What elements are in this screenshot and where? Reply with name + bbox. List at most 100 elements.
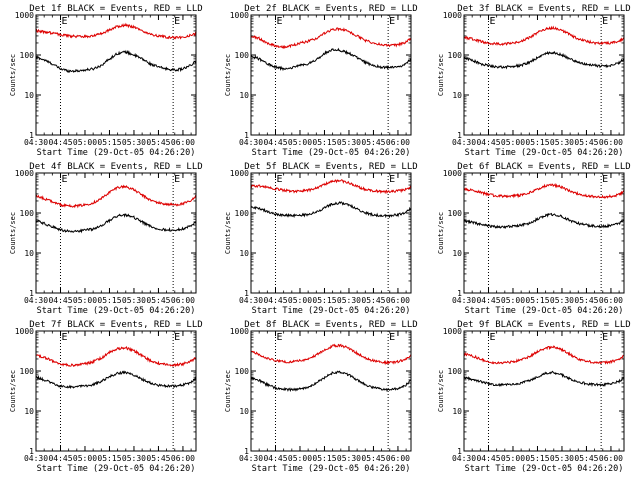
y-tick-label: 1000	[15, 169, 34, 178]
x-tick-label: 05:00	[288, 454, 312, 463]
panel-det-2: Det 2f BLACK = Events, RED = LLD Counts/s…	[224, 4, 418, 158]
y-tick-label: 1	[244, 289, 249, 298]
lld-series-line	[250, 343, 412, 366]
panel-det-7: Det 7f BLACK = Events, RED = LLD Counts/s…	[9, 320, 203, 474]
panel-det-9: Det 9f BLACK = Events, RED = LLD Counts/s…	[437, 320, 631, 474]
x-tick-label: 05:00	[288, 138, 312, 147]
y-axis-label: Counts/sec	[437, 54, 445, 96]
x-tick-label: 05:30	[337, 296, 361, 305]
x-tick-label: 05:30	[550, 454, 574, 463]
y-tick-label: 10	[239, 91, 249, 100]
y-tick-label: 10	[452, 91, 462, 100]
event-marker-label: E	[61, 174, 67, 185]
panel-det-4: Det 4f BLACK = Events, RED = LLD Counts/s…	[9, 162, 203, 316]
panel-title: Det 7f BLACK = Events, RED = LLD	[29, 320, 202, 330]
y-tick-label: 10	[239, 407, 249, 416]
event-marker-label: E	[174, 332, 180, 343]
x-tick-label: 05:45	[146, 296, 170, 305]
event-marker-label: E	[276, 174, 282, 185]
y-tick-label: 100	[448, 51, 463, 60]
plot-frame	[463, 172, 625, 294]
x-axis-label: Start Time (29-Oct-05 04:26:20)	[465, 306, 624, 316]
lld-series-line	[35, 184, 197, 209]
y-tick-label: 1	[29, 447, 34, 456]
x-tick-label: 05:15	[97, 454, 121, 463]
event-marker-label: E	[489, 16, 495, 27]
panel-title: Det 1f BLACK = Events, RED = LLD	[29, 4, 202, 14]
x-tick-label: 05:45	[361, 296, 385, 305]
events-series-line	[250, 370, 412, 393]
plot-frame	[250, 172, 412, 294]
y-tick-label: 1000	[443, 169, 462, 178]
lld-series-line	[250, 179, 412, 195]
panel-title: Det 5f BLACK = Events, RED = LLD	[244, 162, 417, 172]
x-axis-label: Start Time (29-Oct-05 04:26:20)	[252, 306, 411, 316]
x-tick-label: 04:45	[263, 138, 287, 147]
x-tick-label: 05:00	[501, 454, 525, 463]
events-series-line	[35, 370, 197, 390]
x-tick-label: 05:00	[73, 296, 97, 305]
x-tick-label: 05:45	[574, 138, 598, 147]
lld-series-line	[463, 182, 625, 199]
event-marker-label: E	[174, 174, 180, 185]
event-marker-label: E	[489, 174, 495, 185]
x-tick-label: 06:00	[171, 296, 195, 305]
plot-frame	[35, 330, 197, 452]
x-axis-label: Start Time (29-Oct-05 04:26:20)	[252, 148, 411, 158]
y-tick-label: 1	[244, 447, 249, 456]
x-axis-label: Start Time (29-Oct-05 04:26:20)	[465, 464, 624, 474]
x-tick-label: 05:15	[97, 296, 121, 305]
y-axis-label: Counts/sec	[9, 212, 17, 254]
x-tick-label: 05:15	[312, 296, 336, 305]
event-marker-label: E	[389, 332, 395, 343]
x-tick-label: 05:30	[550, 138, 574, 147]
x-tick-label: 06:00	[386, 454, 410, 463]
y-axis-label: Counts/sec	[437, 212, 445, 254]
x-tick-label: 05:30	[122, 138, 146, 147]
x-axis-label: Start Time (29-Oct-05 04:26:20)	[37, 464, 196, 474]
y-tick-label: 1	[29, 289, 34, 298]
y-tick-label: 100	[448, 209, 463, 218]
y-tick-label: 100	[448, 367, 463, 376]
y-tick-label: 1	[29, 131, 34, 140]
event-marker-label: E	[489, 332, 495, 343]
events-series-line	[35, 213, 197, 234]
x-tick-label: 05:45	[361, 454, 385, 463]
y-tick-label: 100	[20, 367, 35, 376]
y-tick-label: 1000	[230, 169, 249, 178]
y-tick-label: 100	[20, 51, 35, 60]
x-tick-label: 05:30	[550, 296, 574, 305]
x-axis-label: Start Time (29-Oct-05 04:26:20)	[465, 148, 624, 158]
x-tick-label: 05:00	[288, 296, 312, 305]
y-axis-label: Counts/sec	[9, 54, 17, 96]
event-marker-label: E	[276, 16, 282, 27]
x-tick-label: 04:45	[263, 454, 287, 463]
y-tick-label: 1	[457, 289, 462, 298]
x-tick-label: 05:00	[73, 454, 97, 463]
y-tick-label: 10	[239, 249, 249, 258]
event-marker-label: E	[389, 16, 395, 27]
x-tick-label: 04:45	[476, 296, 500, 305]
panel-title: Det 6f BLACK = Events, RED = LLD	[457, 162, 630, 172]
event-marker-label: E	[174, 16, 180, 27]
x-tick-label: 05:30	[122, 454, 146, 463]
panel-det-6: Det 6f BLACK = Events, RED = LLD Counts/s…	[437, 162, 631, 316]
x-tick-label: 06:00	[386, 296, 410, 305]
y-axis-label: Counts/sec	[224, 212, 232, 254]
panel-title: Det 4f BLACK = Events, RED = LLD	[29, 162, 202, 172]
y-axis-label: Counts/sec	[437, 370, 445, 412]
x-tick-label: 04:30	[24, 138, 48, 147]
y-tick-label: 1000	[15, 11, 34, 20]
y-tick-label: 1000	[230, 11, 249, 20]
x-tick-label: 06:00	[386, 138, 410, 147]
y-tick-label: 10	[24, 407, 34, 416]
events-series-line	[463, 50, 625, 70]
x-tick-label: 05:45	[146, 454, 170, 463]
x-tick-label: 05:15	[97, 138, 121, 147]
y-tick-label: 1	[457, 131, 462, 140]
y-tick-label: 1000	[443, 327, 462, 336]
x-tick-label: 04:30	[239, 296, 263, 305]
y-tick-label: 100	[235, 209, 250, 218]
x-tick-label: 05:15	[312, 138, 336, 147]
